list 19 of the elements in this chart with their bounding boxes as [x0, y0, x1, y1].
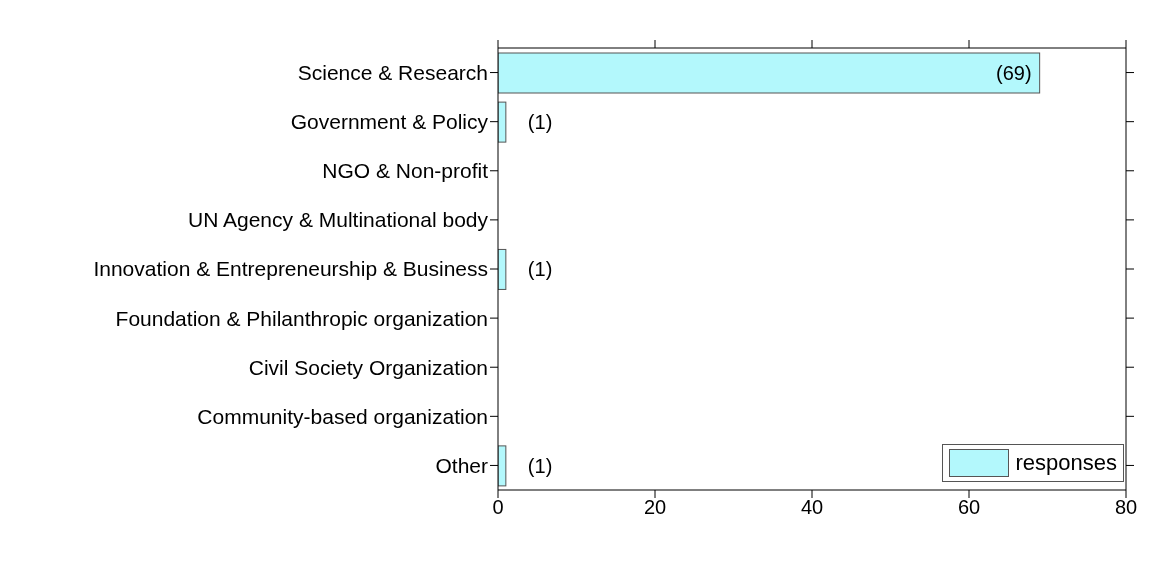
x-tick-label: 80: [1114, 496, 1138, 519]
data-label: (1): [527, 111, 553, 134]
data-label: (69): [996, 62, 1032, 84]
y-tick-label: Community-based organization: [197, 404, 488, 428]
data-label: (1): [527, 258, 553, 281]
y-tick-label: Other: [435, 453, 488, 477]
y-tick-label: NGO & Non-profit: [322, 159, 489, 183]
y-tick-label: Science & Research: [297, 61, 488, 85]
y-tick-label: UN Agency & Multinational body: [188, 208, 489, 232]
y-tick-label: Government & Policy: [290, 110, 489, 134]
legend-label: responses: [1015, 450, 1117, 476]
x-tick-label: 0: [492, 496, 504, 519]
x-tick-label: 20: [643, 496, 667, 519]
data-label: (1): [527, 454, 553, 477]
y-tick-label: Foundation & Philanthropic organization: [115, 306, 488, 330]
x-tick-label: 40: [800, 496, 824, 519]
x-tick-label: 60: [957, 496, 981, 519]
y-tick-label: Innovation & Entrepreneurship & Business: [93, 257, 488, 281]
y-tick-label: Civil Society Organization: [248, 355, 488, 379]
